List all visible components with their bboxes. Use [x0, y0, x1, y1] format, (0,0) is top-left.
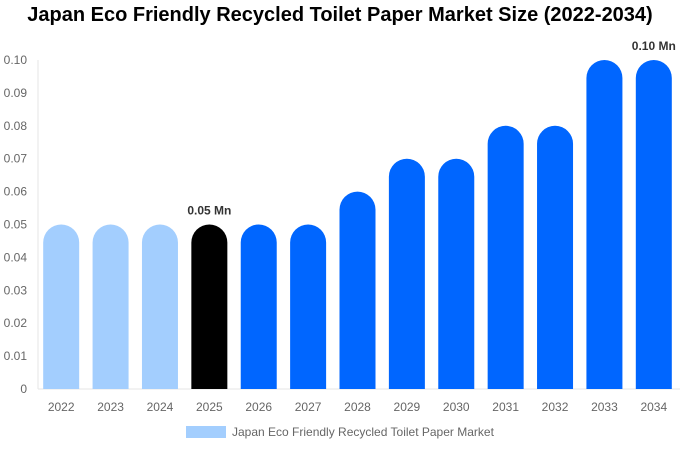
bar-2023 [92, 224, 129, 389]
x-tick-label: 2032 [542, 400, 569, 414]
chart-title: Japan Eco Friendly Recycled Toilet Paper… [27, 4, 653, 26]
bar-2025 [191, 224, 228, 389]
x-tick-label: 2031 [492, 400, 519, 414]
data-label-2025: 0.05 Mn [187, 204, 231, 218]
x-tick-label: 2034 [640, 400, 667, 414]
legend[interactable]: Japan Eco Friendly Recycled Toilet Paper… [186, 425, 494, 439]
y-tick-label: 0.03 [4, 283, 28, 297]
x-tick-label: 2022 [48, 400, 75, 414]
y-tick-label: 0.01 [4, 349, 28, 363]
y-tick-label: 0.04 [4, 250, 28, 264]
bar-2033 [586, 60, 623, 390]
x-tick-label: 2028 [344, 400, 371, 414]
bar-2032 [537, 125, 574, 390]
bar-2027 [290, 224, 327, 389]
y-tick-label: 0.09 [4, 86, 28, 100]
y-tick-label: 0.02 [4, 316, 28, 330]
y-tick-label: 0.06 [4, 185, 28, 199]
y-tick-label: 0.05 [4, 218, 28, 232]
bar-2031 [487, 125, 524, 389]
bar-2024 [141, 224, 178, 389]
bar-2030 [438, 158, 475, 389]
bar-2022 [43, 224, 80, 389]
legend-swatch [186, 426, 226, 438]
x-tick-label: 2029 [394, 400, 421, 414]
x-tick-label: 2024 [147, 400, 174, 414]
legend-label: Japan Eco Friendly Recycled Toilet Paper… [232, 425, 494, 439]
x-tick-label: 2027 [295, 400, 322, 414]
bar-2028 [339, 191, 376, 389]
x-tick-label: 2026 [245, 400, 272, 414]
x-tick-label: 2025 [196, 400, 223, 414]
bar-2029 [388, 158, 425, 389]
bar-2034 [635, 60, 672, 390]
y-tick-label: 0.08 [4, 119, 28, 133]
data-label-2034: 0.10 Mn [632, 39, 676, 53]
x-tick-label: 2030 [443, 400, 470, 414]
x-tick-label: 2023 [97, 400, 124, 414]
y-tick-label: 0.07 [4, 152, 28, 166]
x-tick-label: 2033 [591, 400, 618, 414]
bar-2026 [240, 224, 277, 389]
y-tick-label: 0 [20, 382, 27, 396]
y-tick-label: 0.10 [4, 53, 28, 67]
